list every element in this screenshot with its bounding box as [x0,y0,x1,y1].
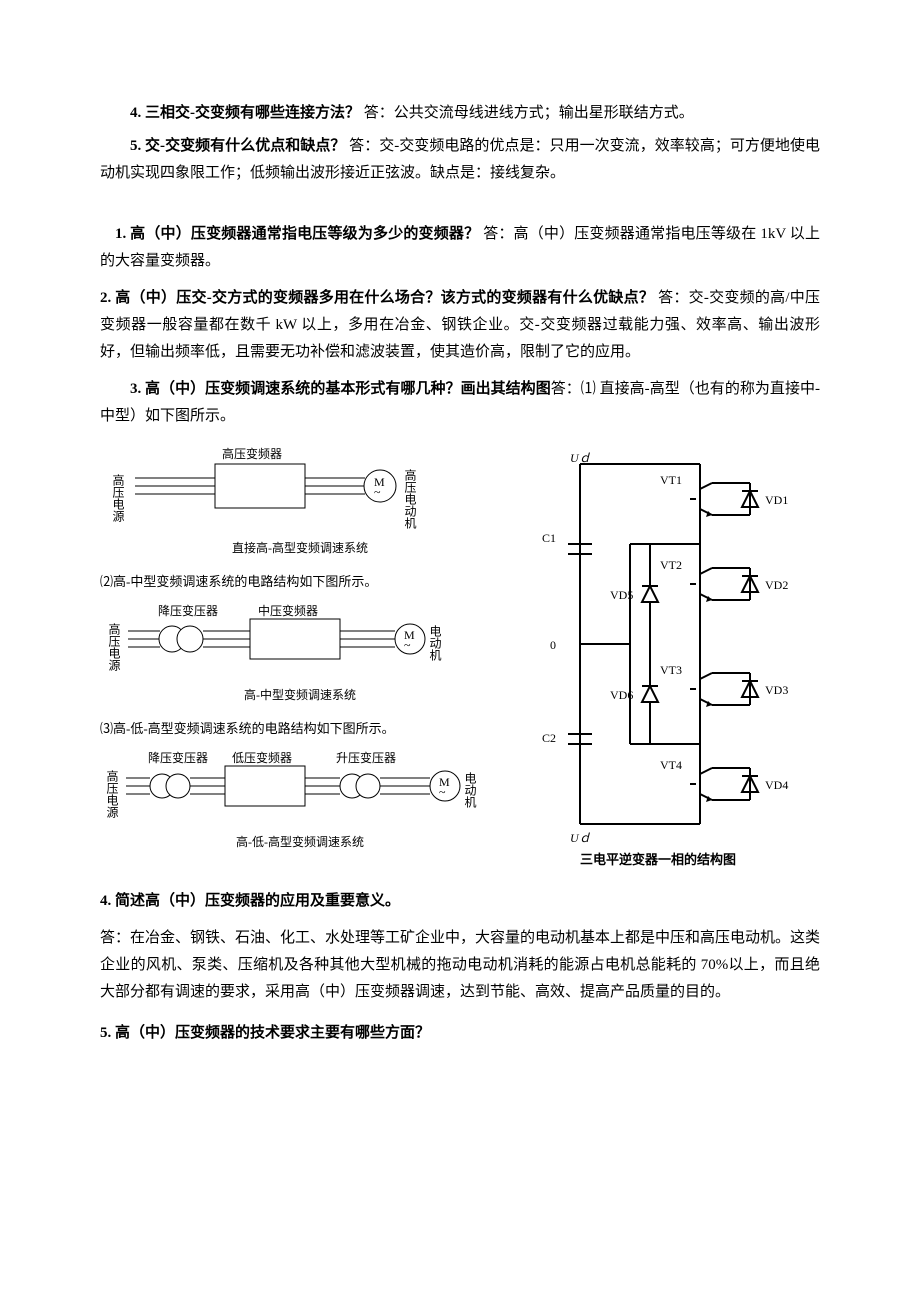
s2q2-para: 2. 高（中）压交-交方式的变频器多用在什么场合？该方式的变频器有什么优缺点？ … [100,285,820,366]
vd6: VD6 [610,688,633,702]
vd1: VD1 [765,493,788,507]
vt2: VT2 [660,558,682,572]
q5-question: 5. 交-交变频有什么优点和缺点？ [130,138,345,154]
sub3: ⑶高-低-高型变频调速系统的电路结构如下图所示。 [100,717,500,740]
s2q2-question: 2. 高（中）压交-交方式的变频器多用在什么场合？该方式的变频器有什么优缺点？ [100,290,654,306]
right-circuit: Uｄ C1 0 C2 Uｄ VT1 [520,444,820,874]
d2-inv: 中压变频器 [258,603,318,618]
d2-step: 降压变压器 [158,603,218,618]
d3-step: 降压变压器 [148,750,208,765]
d2-cap: 高-中型变频调速系统 [100,685,500,707]
vd4: VD4 [765,778,788,792]
s2q1-question: 1. 高（中）压变频器通常指电压等级为多少的变频器？ [115,226,479,242]
vt3: VT3 [660,663,682,677]
q4-question: 4. 三相交-交变频有哪些连接方法？ [130,105,360,121]
diagram-hlh: 高压电源 降压变压器 低压变频器 升压变压器 [100,748,500,828]
d2-src: 高压电源 [107,622,121,672]
d3-src: 高压电源 [105,769,119,819]
section-gap [100,193,820,221]
vd5: VD5 [610,588,633,602]
three-level-inverter: Uｄ C1 0 C2 Uｄ VT1 [520,444,820,874]
d2-motor: 电动机 [428,625,442,661]
svg-text:~: ~ [439,785,446,799]
d1-src: 高压电源 [111,473,125,523]
c2-label: C2 [542,731,556,745]
d3-inv: 低压变频器 [232,750,292,765]
s2q3-para: 3. 高（中）压变频调速系统的基本形式有哪几种？画出其结构图答：⑴ 直接高-高型… [100,376,820,430]
s2q5-q: 5. 高（中）压变频器的技术要求主要有哪些方面？ [100,1020,820,1047]
sub2: ⑵高-中型变频调速系统的电路结构如下图所示。 [100,570,500,593]
left-diagrams: 高压电源 高压变频器 M ~ 高压电动机 直接高-高型变频调速系统 ⑵高-中型变… [100,444,500,864]
o-label: 0 [550,638,556,652]
figures-row: 高压电源 高压变频器 M ~ 高压电动机 直接高-高型变频调速系统 ⑵高-中型变… [100,444,820,874]
s2q4-q: 4. 简述高（中）压变频器的应用及重要意义。 [100,888,820,915]
vt1: VT1 [660,473,682,487]
q4-answer: 答：公共交流母线进线方式；输出星形联结方式。 [360,105,694,121]
d1-motor: 高压电动机 [403,468,417,529]
ud-top: Uｄ [570,451,591,465]
q4-para: 4. 三相交-交变频有哪些连接方法？ 答：公共交流母线进线方式；输出星形联结方式… [100,100,820,127]
diagram-hm: 高压电源 降压变压器 中压变频器 M ~ 电动机 [100,601,460,681]
d1-inv: 高压变频器 [222,446,282,461]
svg-text:~: ~ [404,638,411,652]
document-page: 4. 三相交-交变频有哪些连接方法？ 答：公共交流母线进线方式；输出星形联结方式… [0,0,920,1113]
s2q3-question: 3. 高（中）压变频调速系统的基本形式有哪几种？画出其结构图 [130,381,551,397]
s2q1-para: 1. 高（中）压变频器通常指电压等级为多少的变频器？ 答：高（中）压变频器通常指… [100,221,820,275]
vd3: VD3 [765,683,788,697]
d1-cap: 直接高-高型变频调速系统 [100,538,500,560]
d3-up: 升压变压器 [336,750,396,765]
diagram-hh: 高压电源 高压变频器 M ~ 高压电动机 [100,444,460,534]
d3-cap: 高-低-高型变频调速系统 [100,832,500,854]
vt4: VT4 [660,758,682,772]
d3-motor: 电动机 [463,772,477,808]
ud-bot: Uｄ [570,831,591,845]
fig2-title: 三电平逆变器一相的结构图 [580,852,736,867]
s2q4-a: 答：在冶金、钢铁、石油、化工、水处理等工矿企业中，大容量的电动机基本上都是中压和… [100,925,820,1006]
d1-tilde: ~ [374,485,381,499]
q5-para: 5. 交-交变频有什么优点和缺点？ 答：交-交变频电路的优点是：只用一次变流，效… [100,133,820,187]
c1-label: C1 [542,531,556,545]
vd2: VD2 [765,578,788,592]
